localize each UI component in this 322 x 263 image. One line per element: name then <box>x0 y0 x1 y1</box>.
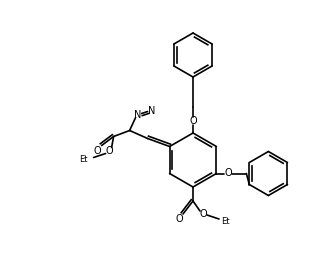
Text: O: O <box>199 209 207 219</box>
Text: O: O <box>224 169 232 179</box>
Text: O: O <box>106 145 113 155</box>
Text: O: O <box>94 145 101 155</box>
Text: Et: Et <box>221 216 229 225</box>
Text: O: O <box>175 214 183 224</box>
Text: N: N <box>148 105 155 115</box>
Text: O: O <box>189 116 197 126</box>
Text: Et: Et <box>79 155 88 164</box>
Text: N: N <box>134 109 141 119</box>
